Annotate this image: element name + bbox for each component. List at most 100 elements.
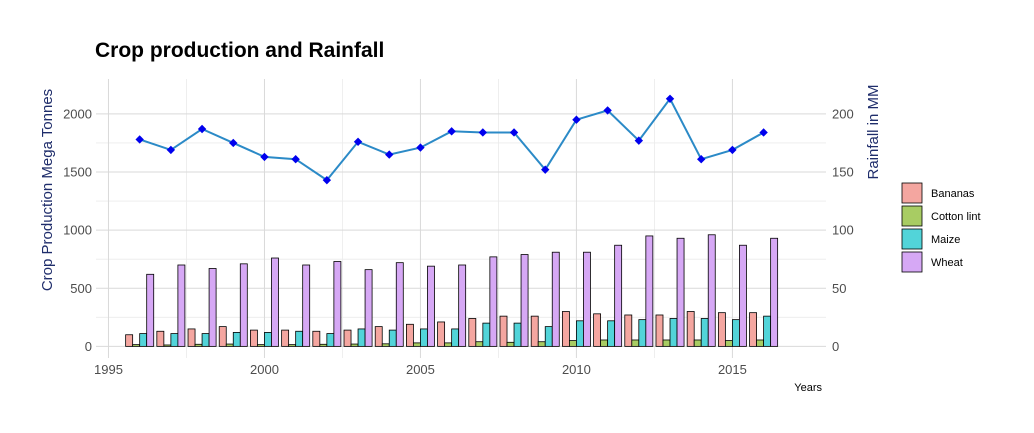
bar-bananas-2013: [655, 314, 664, 347]
rainfall-point-2006: [447, 127, 456, 136]
y2-axis-title: Rainfall in MM: [865, 84, 882, 179]
bar-wheat-1999: [239, 263, 248, 347]
bar-cotton-lint-2004: [381, 343, 390, 347]
rainfall-point-2011: [603, 106, 612, 115]
rainfall-point-2012: [634, 136, 644, 145]
bar-bananas-2016: [749, 312, 757, 347]
bar-cotton-lint-2000: [257, 344, 265, 347]
rainfall-point-2002: [322, 175, 332, 185]
bar-maize-2011: [607, 320, 616, 347]
x-axis-title: Years: [794, 382, 822, 394]
bar-cotton-lint-2012: [631, 339, 640, 347]
bar-cotton-lint-2005: [413, 342, 421, 347]
bar-wheat-2015: [739, 244, 747, 347]
y2-tick-label: 50: [832, 281, 846, 296]
bar-maize-1996: [139, 333, 148, 347]
bar-wheat-2002: [333, 261, 342, 347]
y2-tick-label: 200: [832, 106, 854, 121]
rainfall-point-2010: [572, 115, 581, 124]
legend-key-bananas: [901, 182, 923, 204]
rainfall-point-2000: [260, 152, 269, 162]
bar-cotton-lint-2009: [537, 341, 546, 347]
bar-cotton-lint-1997: [163, 344, 172, 347]
rainfall-point-1997: [166, 145, 176, 155]
bar-maize-2012: [638, 319, 647, 347]
rainfall-point-2007: [478, 128, 488, 137]
y-tick-label: 1500: [63, 165, 92, 180]
bar-series-group: [125, 234, 779, 347]
bar-wheat-2006: [458, 264, 467, 347]
bar-cotton-lint-2013: [662, 339, 671, 347]
bar-bananas-2001: [281, 329, 290, 347]
rainfall-point-1999: [229, 138, 238, 148]
y-tick-label: 1000: [63, 223, 92, 238]
bar-cotton-lint-2006: [444, 342, 453, 347]
legend-label-wheat: Wheat: [931, 257, 963, 269]
legend-key-wheat: [901, 251, 923, 273]
bar-bananas-1998: [187, 328, 196, 347]
axes-group: 0 500 1000 1500 2000 0 50 100 150 200 1995 2000 2005…: [63, 106, 854, 377]
bar-bananas-2007: [468, 318, 477, 347]
bar-bananas-1999: [218, 326, 227, 347]
bar-bananas-2011: [593, 313, 602, 347]
y2-tick-label: 150: [832, 165, 854, 180]
bar-cotton-lint-2001: [288, 344, 297, 347]
bar-bananas-1996: [125, 334, 134, 347]
x-tick-label: 2015: [718, 362, 747, 377]
bar-maize-2003: [357, 328, 366, 347]
bar-maize-1999: [232, 332, 241, 347]
bar-cotton-lint-2016: [756, 339, 765, 347]
bar-bananas-2000: [250, 329, 258, 347]
bar-wheat-2012: [645, 235, 654, 347]
y-tick-label: 0: [85, 339, 92, 354]
bar-cotton-lint-1998: [194, 343, 203, 347]
rainfall-point-2015: [728, 145, 737, 155]
bar-maize-2013: [669, 318, 678, 347]
y-tick-label: 500: [70, 281, 92, 296]
bar-maize-2002: [326, 333, 335, 347]
rainfall-point-1998: [197, 124, 207, 134]
bar-maize-2008: [513, 322, 522, 347]
bar-wheat-2000: [271, 257, 279, 347]
bar-bananas-2009: [530, 315, 539, 347]
bar-wheat-1997: [177, 264, 186, 347]
bar-bananas-1997: [156, 330, 165, 347]
y-tick-label: 2000: [63, 106, 92, 121]
bar-maize-2006: [451, 328, 460, 347]
x-tick-label: 2005: [406, 362, 435, 377]
y-axis-title: Crop Production Mega Tonnes: [39, 89, 56, 291]
bar-maize-2009: [544, 326, 553, 347]
plot-grid: [96, 79, 826, 358]
bar-maize-2010: [576, 320, 584, 347]
bar-bananas-2005: [406, 323, 414, 347]
rainfall-point-1996: [135, 135, 144, 144]
bar-wheat-2004: [395, 262, 404, 347]
rainfall-point-2003: [353, 137, 363, 146]
rainfall-point-2005: [416, 143, 425, 152]
y2-tick-label: 100: [832, 223, 854, 238]
bar-bananas-2003: [343, 329, 352, 347]
bar-bananas-2010: [561, 311, 570, 347]
rainfall-point-2009: [541, 165, 550, 174]
bar-wheat-2014: [707, 234, 716, 347]
bar-cotton-lint-2007: [475, 341, 484, 347]
legend-label-cotton-lint: Cotton lint: [931, 211, 981, 223]
bar-cotton-lint-1996: [132, 344, 141, 347]
x-tick-label: 2000: [250, 362, 279, 377]
rainfall-point-2014: [697, 155, 706, 164]
bar-wheat-2013: [676, 237, 685, 347]
rainfall-point-2001: [291, 155, 300, 164]
bar-maize-2001: [295, 330, 304, 347]
bar-maize-2000: [264, 332, 272, 347]
bar-bananas-2004: [374, 326, 383, 347]
chart-title: Crop production and Rainfall: [95, 39, 384, 62]
rainfall-point-2016: [759, 128, 768, 137]
bar-cotton-lint-1999: [225, 343, 234, 347]
bar-cotton-lint-2010: [569, 340, 577, 347]
rainfall-point-2008: [509, 128, 519, 137]
bar-maize-2014: [700, 318, 709, 347]
bar-wheat-2009: [551, 251, 560, 347]
legend-label-bananas: Bananas: [931, 188, 975, 200]
bar-wheat-2010: [583, 251, 591, 347]
